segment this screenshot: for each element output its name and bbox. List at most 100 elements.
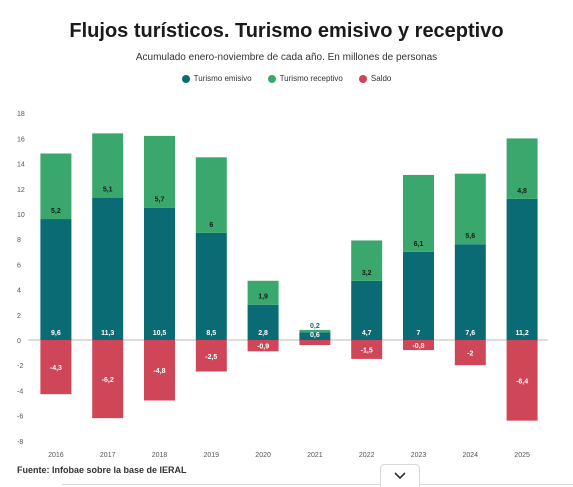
data-label-emisivo: 7,6 — [465, 330, 475, 337]
y-tick-label: 14 — [17, 162, 25, 169]
data-label-receptivo: 6,1 — [414, 241, 424, 248]
bar-turismo-emisivo — [195, 232, 227, 340]
bar-saldo — [403, 340, 434, 351]
legend-item-saldo[interactable]: Saldo — [358, 74, 392, 83]
chart-subtitle: Acumulado enero-noviembre de cada año. E… — [135, 52, 438, 63]
data-label-saldo: -4,3 — [50, 365, 62, 372]
data-label-saldo: -6,2 — [102, 377, 114, 384]
bar-turismo-receptivo — [299, 329, 331, 333]
source-note: Fuente: Infobae sobre la base de IERAL — [17, 465, 187, 475]
y-tick-label: -6 — [17, 414, 23, 421]
bar-saldo — [454, 340, 486, 366]
bar-turismo-emisivo — [299, 332, 331, 340]
bar-saldo — [351, 340, 383, 359]
data-label-emisivo: 10,5 — [153, 330, 167, 337]
bar-turismo-emisivo — [144, 207, 175, 340]
x-tick-label: 2024 — [463, 452, 479, 459]
data-label-saldo: -6,4 — [516, 378, 528, 385]
bar-turismo-emisivo — [40, 219, 72, 340]
data-label-receptivo: 0,2 — [310, 323, 320, 330]
y-tick-label: 16 — [17, 136, 25, 143]
bar-turismo-receptivo — [40, 153, 72, 220]
data-label-receptivo: 6 — [209, 222, 213, 229]
data-label-emisivo: 11,2 — [515, 330, 528, 337]
data-label-receptivo: 5,1 — [103, 187, 113, 194]
bar-turismo-emisivo — [351, 280, 383, 340]
legend-dot-receptivo — [267, 74, 276, 83]
bar-turismo-emisivo — [247, 304, 279, 340]
bar-turismo-receptivo — [247, 280, 279, 305]
y-tick-label: 4 — [17, 288, 21, 295]
data-label-receptivo: 4,8 — [517, 188, 527, 195]
y-tick-label: 12 — [17, 187, 25, 194]
y-tick-label: 8 — [17, 237, 21, 244]
bar-turismo-receptivo — [195, 157, 227, 233]
data-label-receptivo: 5,7 — [155, 197, 165, 204]
x-tick-label: 2021 — [307, 452, 323, 459]
bar-turismo-receptivo — [92, 133, 124, 198]
legend-dot-saldo — [358, 74, 367, 83]
data-label-emisivo: 9,6 — [51, 330, 61, 337]
bar-saldo — [247, 340, 279, 352]
legend-label-saldo: Saldo — [370, 74, 392, 83]
data-label-saldo: -0,4 — [309, 345, 321, 352]
data-label-saldo: -4,8 — [153, 368, 165, 375]
x-tick-label: 2025 — [514, 452, 530, 459]
chart-title: Flujos turísticos. Turismo emisivo y rec… — [69, 20, 504, 42]
legend-label-receptivo: Turismo receptivo — [279, 74, 343, 83]
data-label-receptivo: 5,2 — [51, 208, 61, 215]
bar-turismo-emisivo — [403, 251, 434, 340]
x-tick-label: 2019 — [204, 452, 220, 459]
x-tick-label: 2018 — [152, 452, 168, 459]
legend-item-emisivo[interactable]: Turismo emisivo — [181, 74, 252, 83]
bar-turismo-receptivo — [403, 174, 434, 252]
bar-saldo — [92, 340, 124, 419]
bar-turismo-receptivo — [351, 240, 383, 281]
bar-saldo — [299, 340, 331, 346]
y-tick-label: 10 — [17, 212, 25, 219]
bar-turismo-receptivo — [144, 135, 175, 208]
bar-turismo-emisivo — [454, 244, 486, 340]
bar-turismo-receptivo — [454, 173, 486, 245]
data-label-saldo: -0,9 — [257, 344, 269, 351]
y-tick-label: -2 — [17, 363, 23, 370]
data-label-saldo: -2,5 — [205, 354, 217, 361]
data-label-emisivo: 4,7 — [362, 330, 372, 337]
data-label-emisivo: 2,8 — [258, 330, 268, 337]
chevron-down-icon — [394, 472, 406, 480]
data-label-emisivo: 8,5 — [206, 330, 216, 337]
bar-saldo — [144, 340, 175, 401]
bar-turismo-receptivo — [506, 138, 538, 199]
x-tick-label: 2016 — [48, 452, 64, 459]
data-label-receptivo: 5,6 — [465, 233, 475, 240]
x-tick-label: 2023 — [411, 452, 427, 459]
bar-saldo — [40, 340, 72, 395]
data-label-saldo: -0,8 — [412, 343, 424, 350]
bar-turismo-emisivo — [506, 198, 538, 340]
data-label-receptivo: 1,9 — [258, 294, 268, 301]
data-label-emisivo: 11,3 — [101, 330, 114, 337]
x-tick-label: 2022 — [359, 452, 375, 459]
y-tick-label: 6 — [17, 262, 21, 269]
bar-turismo-emisivo — [92, 197, 124, 340]
y-tick-label: 18 — [17, 111, 25, 118]
y-tick-label: 0 — [17, 338, 21, 345]
legend-item-receptivo[interactable]: Turismo receptivo — [267, 74, 343, 83]
bar-saldo — [506, 340, 538, 421]
expand-button[interactable] — [380, 464, 420, 487]
legend-label-emisivo: Turismo emisivo — [193, 74, 252, 83]
data-label-receptivo: 3,2 — [362, 270, 372, 277]
chart-legend: Turismo emisivo Turismo receptivo Saldo — [0, 74, 573, 83]
y-tick-label: 2 — [17, 313, 21, 320]
footer-divider — [62, 484, 573, 485]
bar-saldo — [195, 340, 227, 372]
legend-dot-emisivo — [181, 74, 190, 83]
x-tick-label: 2017 — [100, 452, 116, 459]
y-tick-label: -4 — [17, 388, 23, 395]
data-label-saldo: -1,5 — [361, 347, 373, 354]
data-label-emisivo: 0,6 — [310, 332, 320, 339]
data-label-saldo: -2 — [467, 351, 473, 358]
data-label-emisivo: 7 — [417, 330, 421, 337]
stacked-bar-chart: -8 -6 -4 -2 0 2 4 6 8 10 12 14 16 18 9,6 5,2 -4,3 2016 11,… — [17, 111, 548, 459]
x-tick-label: 2020 — [255, 452, 271, 459]
